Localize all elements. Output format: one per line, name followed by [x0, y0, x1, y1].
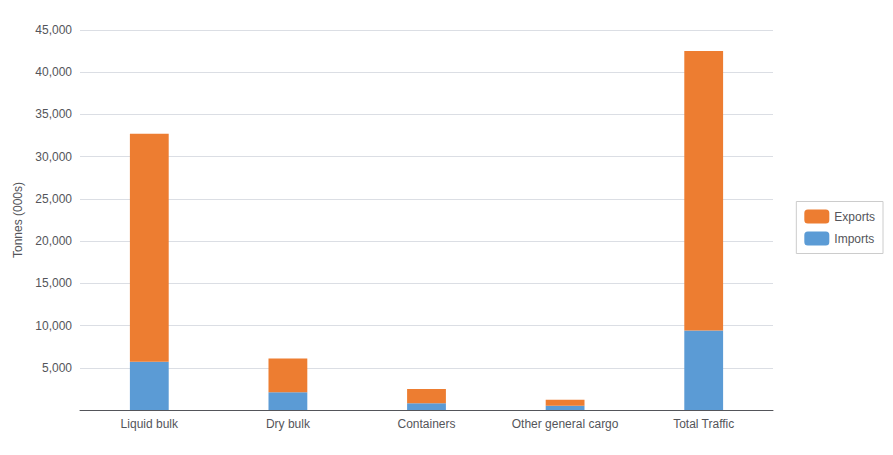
svg-text:15,000: 15,000: [35, 276, 72, 290]
svg-text:Dry bulk: Dry bulk: [266, 417, 311, 431]
svg-text:Other general cargo: Other general cargo: [512, 417, 619, 431]
svg-text:Tonnes (000s): Tonnes (000s): [11, 182, 25, 258]
svg-text:10,000: 10,000: [35, 319, 72, 333]
svg-text:40,000: 40,000: [35, 65, 72, 79]
svg-text:Exports: Exports: [834, 210, 875, 224]
svg-text:Imports: Imports: [834, 232, 874, 246]
svg-text:45,000: 45,000: [35, 23, 72, 37]
svg-text:20,000: 20,000: [35, 234, 72, 248]
svg-text:25,000: 25,000: [35, 192, 72, 206]
svg-text:35,000: 35,000: [35, 107, 72, 121]
svg-text:5,000: 5,000: [42, 361, 72, 375]
svg-text:Containers: Containers: [397, 417, 455, 431]
svg-text:Liquid bulk: Liquid bulk: [121, 417, 179, 431]
svg-text:Total Traffic: Total Traffic: [673, 417, 734, 431]
svg-text:30,000: 30,000: [35, 150, 72, 164]
